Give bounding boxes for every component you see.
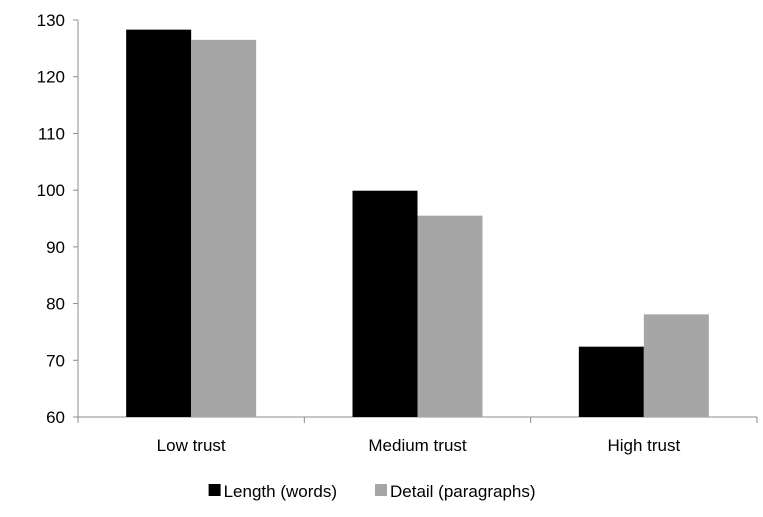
y-tick-label: 60 xyxy=(46,408,65,427)
y-tick-label: 130 xyxy=(37,11,65,30)
legend-swatch xyxy=(375,484,387,496)
x-category-label: High trust xyxy=(607,436,680,455)
x-category-label: Medium trust xyxy=(368,436,467,455)
legend-label: Detail (paragraphs) xyxy=(390,482,536,501)
bar-detail xyxy=(643,314,709,417)
legend-swatch xyxy=(208,484,221,496)
bar-length xyxy=(352,190,418,417)
bar-length xyxy=(578,346,644,417)
y-tick-label: 90 xyxy=(46,238,65,257)
x-category-label: Low trust xyxy=(157,436,226,455)
y-tick-label: 70 xyxy=(46,351,65,370)
bar-detail xyxy=(191,39,257,417)
bar-length xyxy=(126,29,192,418)
labels: 60 70 80 90 100 110 120 130 Low trust Medium trus… xyxy=(37,11,681,455)
y-tick-label: 120 xyxy=(37,68,65,87)
y-tick-label: 110 xyxy=(38,124,65,143)
bars xyxy=(126,29,709,418)
legend-label: Length (words) xyxy=(224,482,337,501)
y-tick-label: 100 xyxy=(37,181,65,200)
legend: Length (words) Detail (paragraphs) xyxy=(208,482,536,501)
y-tick-label: 80 xyxy=(46,295,65,314)
bar-detail xyxy=(417,215,483,417)
